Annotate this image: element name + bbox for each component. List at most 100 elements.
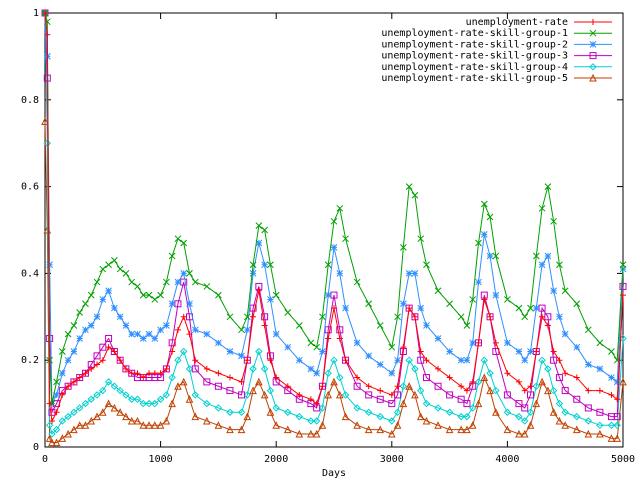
data-point [146, 370, 153, 377]
data-point [249, 270, 257, 277]
data-point [191, 412, 200, 421]
data-point [151, 296, 159, 303]
data-point [312, 417, 321, 425]
data-point [266, 408, 275, 416]
data-point [139, 421, 148, 429]
data-point [573, 395, 581, 403]
y-tick-label: 0.2 [21, 355, 39, 366]
data-point [191, 278, 199, 286]
y-tick-label: 0.6 [21, 182, 39, 193]
data-point [151, 421, 159, 429]
data-point [203, 399, 211, 408]
data-point [342, 357, 349, 364]
data-point [313, 343, 321, 351]
data-point [619, 282, 627, 290]
data-point [45, 434, 54, 442]
data-point [122, 391, 130, 399]
data-point [151, 399, 159, 408]
data-point [122, 365, 129, 372]
data-point [486, 252, 494, 260]
data-point [457, 356, 465, 364]
data-point [238, 326, 245, 334]
data-point [532, 399, 541, 408]
data-point [185, 395, 194, 403]
legend-item: unemployment-rate-skill-group-4 [381, 62, 612, 73]
data-point [335, 390, 344, 399]
data-point [527, 383, 534, 390]
data-point [331, 305, 337, 312]
data-point [127, 395, 136, 403]
data-point [480, 356, 488, 364]
data-point [250, 313, 257, 320]
data-point [353, 404, 361, 412]
data-point [99, 296, 107, 303]
data-point [48, 438, 56, 447]
data-point [307, 417, 315, 425]
data-point [515, 400, 523, 408]
data-point [122, 412, 130, 421]
data-point [156, 395, 165, 403]
data-point [70, 425, 78, 434]
data-point [596, 429, 604, 438]
data-point [556, 261, 563, 269]
data-point [134, 330, 141, 338]
data-point [475, 239, 482, 247]
data-point [75, 404, 84, 412]
data-point [584, 326, 592, 334]
data-point [319, 313, 326, 321]
data-point [342, 304, 349, 312]
data-point [504, 370, 511, 377]
data-point [313, 369, 321, 377]
data-point [394, 356, 401, 364]
data-point [255, 347, 263, 356]
data-point [226, 313, 234, 321]
data-point [110, 403, 119, 412]
data-point [584, 429, 593, 438]
data-point [105, 344, 112, 351]
data-point [492, 291, 500, 299]
data-point [65, 383, 72, 390]
data-point [87, 395, 95, 403]
data-point [423, 357, 430, 364]
data-point [480, 200, 488, 208]
data-point [70, 322, 78, 329]
data-point [341, 391, 350, 399]
data-point [185, 365, 194, 373]
data-point [295, 429, 304, 438]
data-point [53, 391, 60, 399]
data-point [215, 370, 222, 377]
data-point [589, 41, 597, 48]
data-point [255, 287, 262, 294]
data-point [64, 412, 72, 421]
data-point [520, 429, 529, 438]
data-point [538, 377, 546, 386]
data-point [504, 339, 511, 347]
data-point [70, 408, 78, 416]
data-point [608, 348, 615, 355]
data-point [48, 417, 55, 424]
data-point [353, 278, 361, 286]
data-point [267, 357, 274, 364]
data-point [295, 356, 303, 364]
data-point [133, 416, 142, 425]
data-point [179, 377, 188, 386]
data-point [589, 63, 597, 71]
data-point [87, 291, 95, 299]
data-point [613, 378, 621, 386]
data-point [307, 339, 315, 347]
data-point [521, 404, 529, 412]
data-point [573, 343, 581, 351]
data-point [458, 383, 465, 390]
data-point [312, 429, 321, 438]
data-point [376, 361, 384, 368]
data-point [336, 270, 344, 277]
data-point [46, 400, 53, 407]
data-point [376, 322, 384, 329]
data-point [434, 382, 442, 390]
data-point [295, 412, 304, 421]
data-point [555, 374, 563, 382]
data-point [76, 309, 84, 316]
x-tick-label: 3000 [380, 454, 404, 465]
series-unemployment-rate [42, 10, 626, 424]
data-point [550, 348, 557, 355]
